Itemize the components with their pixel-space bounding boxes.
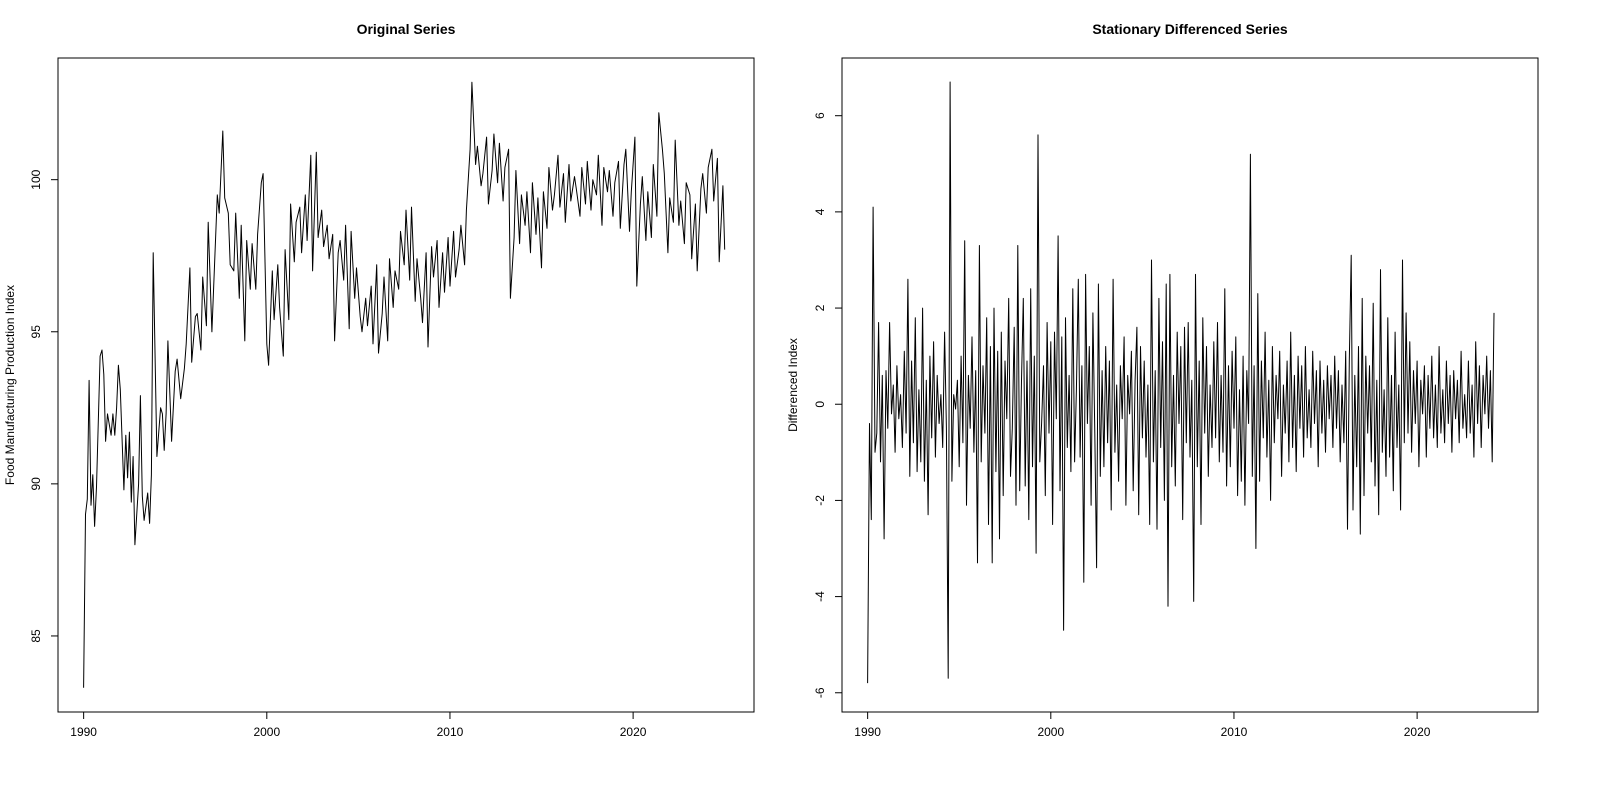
y-tick-label: -6 — [813, 687, 827, 698]
x-tick-label: 2000 — [253, 725, 280, 739]
series-line — [83, 81, 726, 688]
series-marks — [867, 81, 1495, 684]
axes: 1990 2000 2010 2020 -6 -4 -2 0 2 4 6 — [813, 112, 1431, 739]
x-tick-label: 2020 — [620, 725, 647, 739]
axes: 1990 2000 2010 2020 85 90 95 100 — [29, 169, 647, 739]
y-axis-label: Differenced Index — [786, 338, 800, 432]
y-tick-label: 0 — [813, 401, 827, 408]
y-axis-label: Food Manufacturing Production Index — [3, 285, 17, 485]
x-tick-label: 2000 — [1037, 725, 1064, 739]
x-tick-label: 1990 — [70, 725, 97, 739]
chart-title: Original Series — [357, 21, 456, 37]
chart-title: Stationary Differenced Series — [1092, 21, 1288, 37]
panel-differenced-series: Stationary Differenced Series Difference… — [786, 21, 1539, 739]
panel-original-series: Original Series Food Manufacturing Produ… — [3, 21, 755, 739]
y-tick-label: 6 — [813, 112, 827, 119]
x-tick-label: 2020 — [1404, 725, 1431, 739]
y-tick-label: 95 — [29, 325, 43, 339]
plot-frame — [841, 57, 1539, 713]
plot-frame — [57, 57, 755, 713]
y-tick-label: 90 — [29, 477, 43, 491]
series-line — [867, 81, 1495, 684]
y-tick-label: 2 — [813, 304, 827, 311]
y-tick-label: -2 — [813, 495, 827, 506]
series-marks — [83, 81, 726, 688]
x-tick-label: 2010 — [1221, 725, 1248, 739]
y-tick-label: 100 — [29, 169, 43, 189]
y-tick-label: 4 — [813, 208, 827, 215]
y-tick-label: 85 — [29, 629, 43, 643]
x-tick-label: 2010 — [437, 725, 464, 739]
x-tick-label: 1990 — [854, 725, 881, 739]
y-tick-label: -4 — [813, 591, 827, 602]
